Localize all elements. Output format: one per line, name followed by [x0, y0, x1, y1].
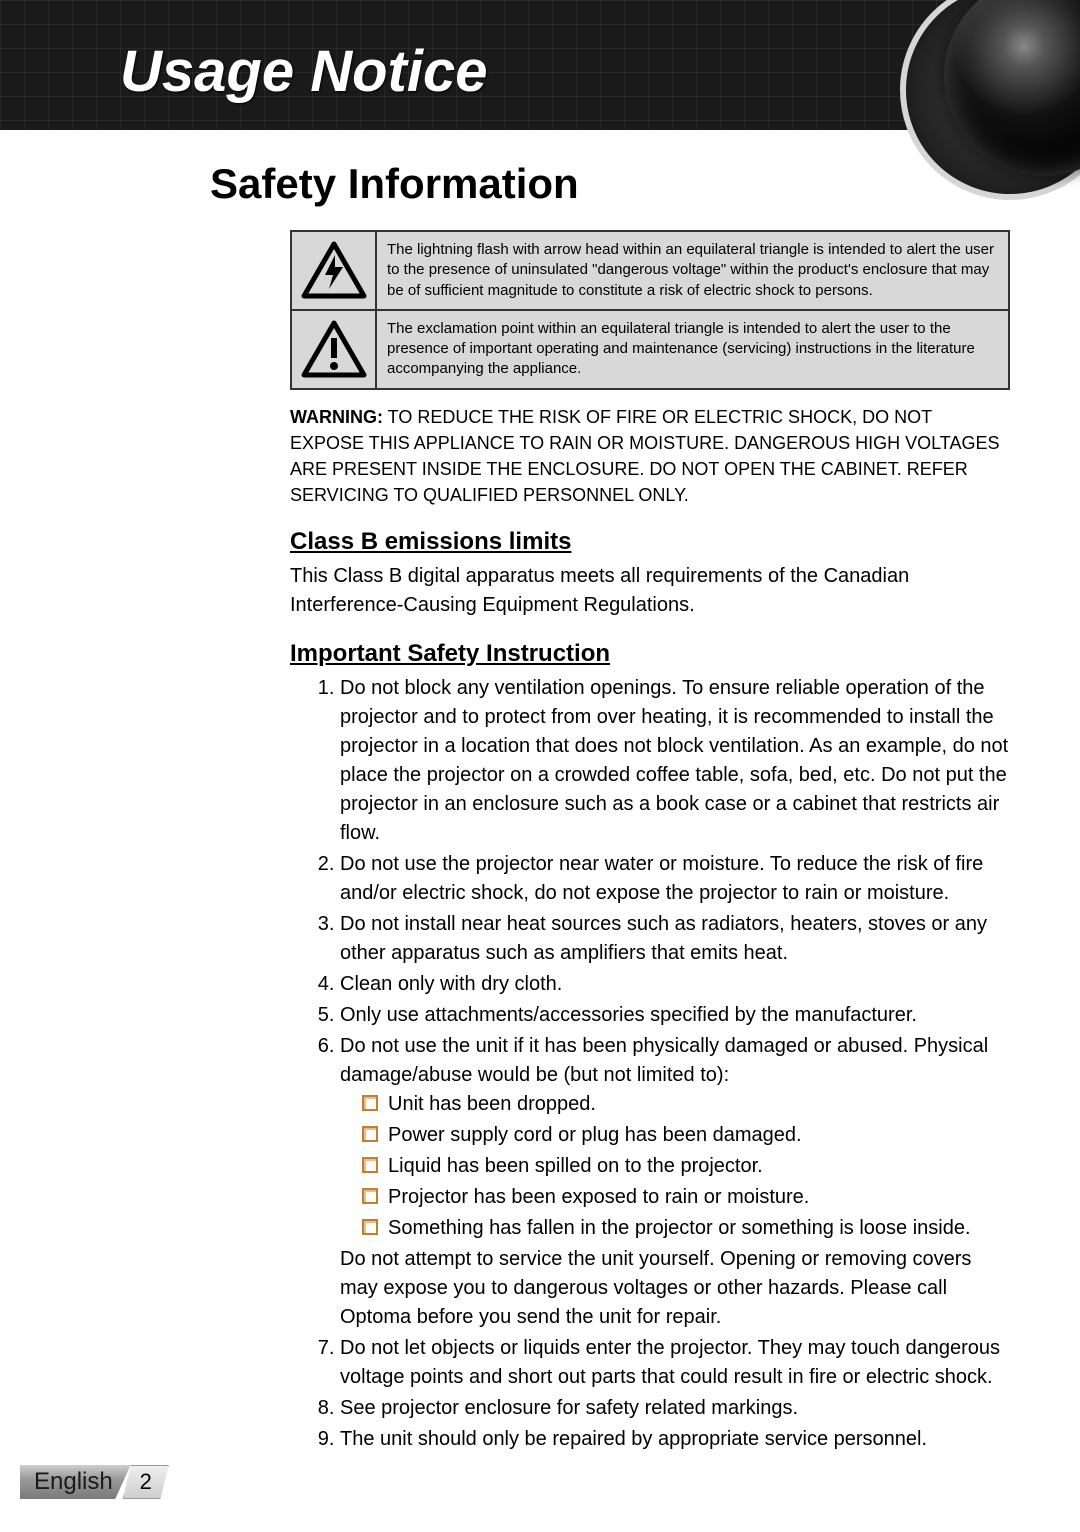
sub-item: Liquid has been spilled on to the projec… — [362, 1152, 1010, 1181]
lightning-triangle-icon — [291, 231, 376, 310]
safety-item-6: Do not use the unit if it has been physi… — [340, 1032, 1010, 1332]
header-band: Usage Notice — [0, 0, 1080, 130]
safety-list: Do not block any ventilation openings. T… — [315, 674, 1010, 1454]
safety-item-6-sublist: Unit has been dropped. Power supply cord… — [340, 1090, 1010, 1243]
header-title: Usage Notice — [120, 38, 487, 105]
warning-label: WARNING: — [290, 407, 383, 427]
warning-row-exclamation: The exclamation point within an equilate… — [291, 310, 1009, 389]
content-area: Safety Information The lightning flash w… — [0, 130, 1080, 1454]
sub-item: Power supply cord or plug has been damag… — [362, 1121, 1010, 1150]
safety-item-2: Do not use the projector near water or m… — [340, 850, 1010, 908]
safety-heading: Important Safety Instruction — [290, 640, 980, 668]
warning-body: TO REDUCE THE RISK OF FIRE OR ELECTRIC S… — [290, 407, 1000, 505]
sub-item: Projector has been exposed to rain or mo… — [362, 1183, 1010, 1212]
exclamation-triangle-icon — [291, 310, 376, 389]
warning-paragraph: WARNING: TO REDUCE THE RISK OF FIRE OR E… — [290, 404, 1010, 508]
warning-table: The lightning flash with arrow head with… — [290, 230, 1010, 390]
sub-item: Something has fallen in the projector or… — [362, 1214, 1010, 1243]
safety-item-5: Only use attachments/accessories specifi… — [340, 1001, 1010, 1030]
footer-language: English — [20, 1465, 131, 1499]
safety-item-1: Do not block any ventilation openings. T… — [340, 674, 1010, 848]
footer-page-number: 2 — [123, 1465, 169, 1499]
safety-item-7: Do not let objects or liquids enter the … — [340, 1334, 1010, 1392]
sub-item: Unit has been dropped. — [362, 1090, 1010, 1119]
warning-text-lightning: The lightning flash with arrow head with… — [376, 231, 1009, 310]
safety-item-9: The unit should only be repaired by appr… — [340, 1425, 1010, 1454]
classb-body: This Class B digital apparatus meets all… — [290, 562, 1010, 620]
warning-row-lightning: The lightning flash with arrow head with… — [291, 231, 1009, 310]
safety-item-8: See projector enclosure for safety relat… — [340, 1394, 1010, 1423]
safety-item-4: Clean only with dry cloth. — [340, 970, 1010, 999]
footer: English 2 — [0, 1462, 210, 1502]
safety-item-3: Do not install near heat sources such as… — [340, 910, 1010, 968]
lens-inner — [944, 0, 1080, 176]
safety-item-6-text: Do not use the unit if it has been physi… — [340, 1035, 988, 1086]
main-heading: Safety Information — [210, 160, 980, 208]
warning-text-exclamation: The exclamation point within an equilate… — [376, 310, 1009, 389]
safety-item-6-followup: Do not attempt to service the unit yours… — [340, 1245, 1010, 1332]
classb-heading: Class B emissions limits — [290, 528, 980, 556]
